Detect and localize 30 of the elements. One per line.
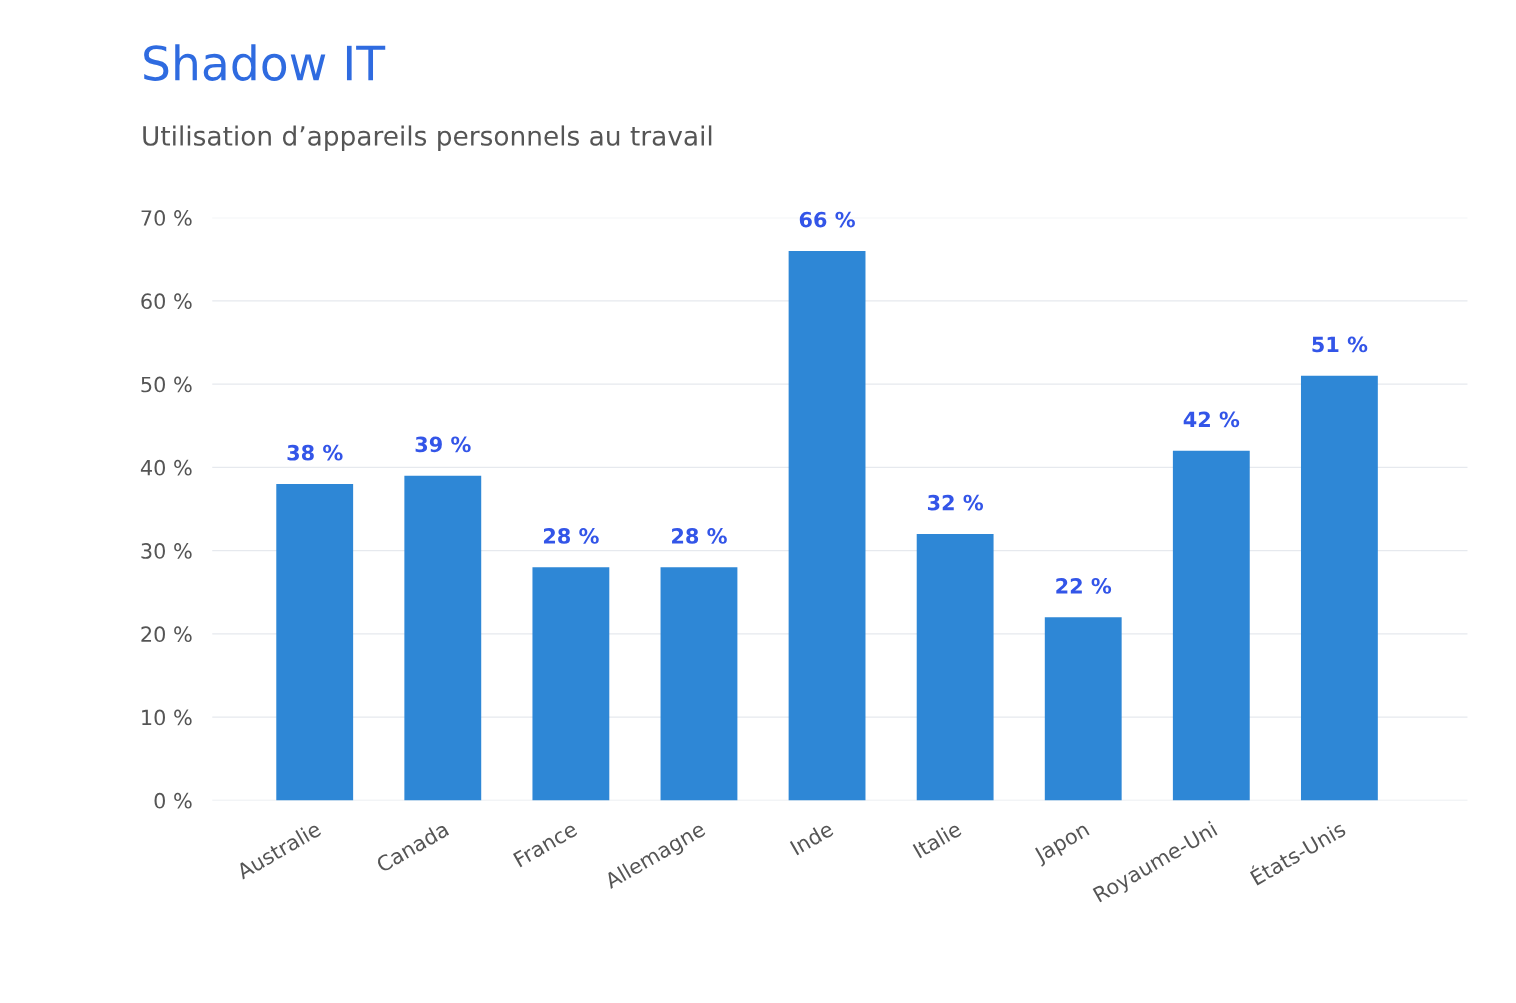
bar — [916, 534, 994, 801]
y-tick-label: 60 % — [141, 293, 192, 310]
bar — [1044, 617, 1122, 801]
y-tick-label: 40 % — [140, 459, 192, 476]
data-label: 28 % — [543, 528, 599, 544]
x-tick-label: Italie — [912, 820, 963, 859]
data-label: 38 % — [287, 444, 343, 461]
data-label: 51 % — [1312, 336, 1368, 353]
bar — [276, 484, 354, 801]
bar — [532, 567, 610, 801]
bar — [1300, 375, 1378, 801]
data-label: 39 % — [415, 436, 471, 453]
y-tick-label: 30 % — [141, 543, 192, 559]
y-tick-label: 70 % — [141, 210, 192, 226]
bar — [788, 250, 866, 801]
data-label: 22 % — [1056, 578, 1112, 594]
data-label: 28 % — [672, 528, 727, 544]
y-tick-label: 0 % — [154, 792, 192, 809]
bar — [1172, 450, 1250, 801]
x-tick-label: Inde — [789, 820, 835, 856]
chart-title: Shadow IT — [144, 44, 386, 81]
y-tick-label: 10 % — [142, 709, 192, 726]
bar — [404, 475, 482, 801]
data-label: 32 % — [927, 494, 984, 511]
data-label: 42 % — [1183, 411, 1240, 428]
bar — [660, 567, 738, 801]
data-label: 66 % — [799, 211, 855, 228]
y-tick-label: 50 % — [141, 376, 192, 393]
chart-subtitle: Utilisation d’appareils personnels au travail — [143, 125, 712, 151]
y-tick-label: 20 % — [141, 626, 192, 643]
